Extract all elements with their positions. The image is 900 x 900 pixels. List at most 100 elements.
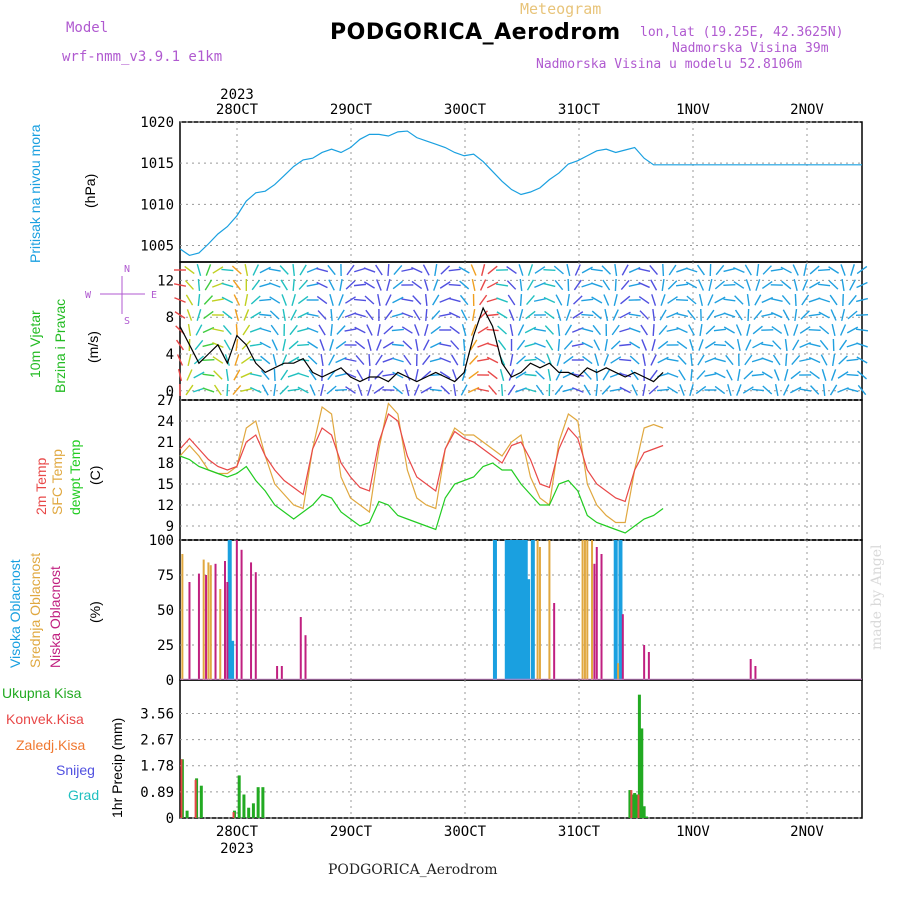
wind-arrow (652, 323, 655, 337)
wind-arrow (809, 265, 820, 275)
wind-arrow (282, 338, 287, 352)
wind-arrow (546, 354, 553, 366)
wind-arrow (486, 356, 499, 364)
wind-arrow (761, 312, 774, 318)
wind-arrow (535, 370, 545, 380)
pressure-ytick-label: 1020 (140, 115, 174, 131)
wind-arrow (235, 338, 239, 352)
wind-arrow (282, 308, 286, 322)
wind-arrow (704, 373, 717, 377)
wind-arrow (243, 309, 250, 321)
wind-arrow (794, 293, 797, 307)
cloud-low-bar (754, 666, 757, 680)
wind-arrow (566, 293, 570, 307)
wind-arrow (202, 358, 215, 362)
wind-arrow (354, 340, 366, 350)
meteogram-label: Meteogram (520, 0, 602, 18)
wind-arrow (565, 309, 572, 321)
date-label-top: 2NOV (790, 102, 824, 118)
wind-arrow (799, 388, 812, 392)
wind-arrow (462, 338, 466, 352)
wind-arrow (422, 339, 430, 351)
wind-arrow (233, 294, 241, 306)
wind-arrow (403, 354, 412, 366)
wind-arrow (193, 355, 204, 365)
wind-arrow (727, 384, 732, 396)
wind-arrow (338, 294, 344, 306)
wind-arrow (439, 371, 451, 379)
wind-arrow (792, 264, 799, 276)
wind-arrow (715, 264, 725, 276)
cloud-low-bar (595, 547, 598, 680)
precip-total-bar (199, 785, 203, 818)
cloud-mid-bar (181, 554, 184, 680)
wind-arrow (770, 297, 783, 303)
compass-e: E (151, 290, 157, 301)
precip-total-bar (185, 810, 189, 818)
wind-arrow (848, 294, 857, 306)
wind-arrow (714, 371, 726, 379)
wind-arrow (662, 263, 665, 277)
wind-arrow (666, 328, 679, 332)
wind-arrow (202, 326, 215, 334)
wind-arrow (706, 309, 715, 321)
model-elevation-label: Nadmorska Visina u modelu 52.8106m (536, 57, 803, 72)
wind-arrow (837, 371, 849, 379)
wind-arrow (497, 325, 507, 335)
wind-arrow (619, 311, 631, 319)
wind-arrow (377, 293, 381, 307)
wind-arrow (856, 356, 868, 364)
wind-arrow (477, 326, 489, 334)
wind-arrow (829, 294, 838, 306)
precip-total-bar (642, 806, 646, 818)
wind-arrow (658, 325, 668, 335)
wind-arrow (355, 355, 365, 365)
wind-arrow (752, 341, 764, 349)
wind-arrow (534, 342, 546, 348)
wind-arrow (543, 296, 556, 304)
date-label-bottom: 2NOV (790, 824, 824, 840)
wind-arrow (545, 339, 554, 351)
wind-arrow (244, 263, 249, 277)
wind-arrow (518, 264, 524, 276)
wind-arrow (714, 296, 726, 304)
wind-arrow (368, 353, 371, 367)
wind-arrow (519, 293, 523, 307)
wind-arrow (329, 339, 334, 351)
wind-arrow (279, 265, 289, 275)
wind-arrow (174, 297, 186, 303)
wind-arrow (496, 297, 508, 303)
wind-arrow (357, 384, 363, 396)
temp-ytick-label: 24 (157, 414, 174, 430)
wind-arrow (762, 385, 773, 395)
wind-arrow (433, 279, 439, 291)
wind-arrow (808, 342, 821, 348)
temp-ytick-label: 18 (157, 456, 174, 472)
wind-arrow (368, 368, 371, 382)
wind-arrow (628, 282, 641, 288)
wind-arrow (423, 324, 429, 336)
wind-arrow (543, 282, 556, 288)
wind-arrow (782, 309, 790, 321)
wind-arrow (808, 313, 821, 317)
precip-total-bar (242, 794, 246, 818)
wind-arrow (184, 280, 195, 290)
cloud-low-bar (276, 666, 279, 680)
wind-arrow (790, 370, 801, 380)
wind-arrow (714, 385, 726, 395)
wind-arrow (603, 354, 610, 366)
wind-arrow (451, 369, 458, 381)
wind-arrow (799, 358, 812, 362)
wind-arrow (234, 309, 240, 321)
legend-snijeg: Snijeg (56, 762, 95, 778)
wind-arrow (497, 339, 507, 351)
wind-arrow (581, 341, 594, 349)
wind-arrow (619, 386, 631, 394)
wind-arrow (660, 294, 666, 306)
wind-arrow (281, 294, 287, 306)
wind-arrow (554, 384, 564, 396)
wind-arrow (838, 355, 848, 365)
wind-arrow (488, 385, 498, 395)
wind-arrow (613, 294, 618, 306)
wind-arrow (470, 324, 477, 336)
